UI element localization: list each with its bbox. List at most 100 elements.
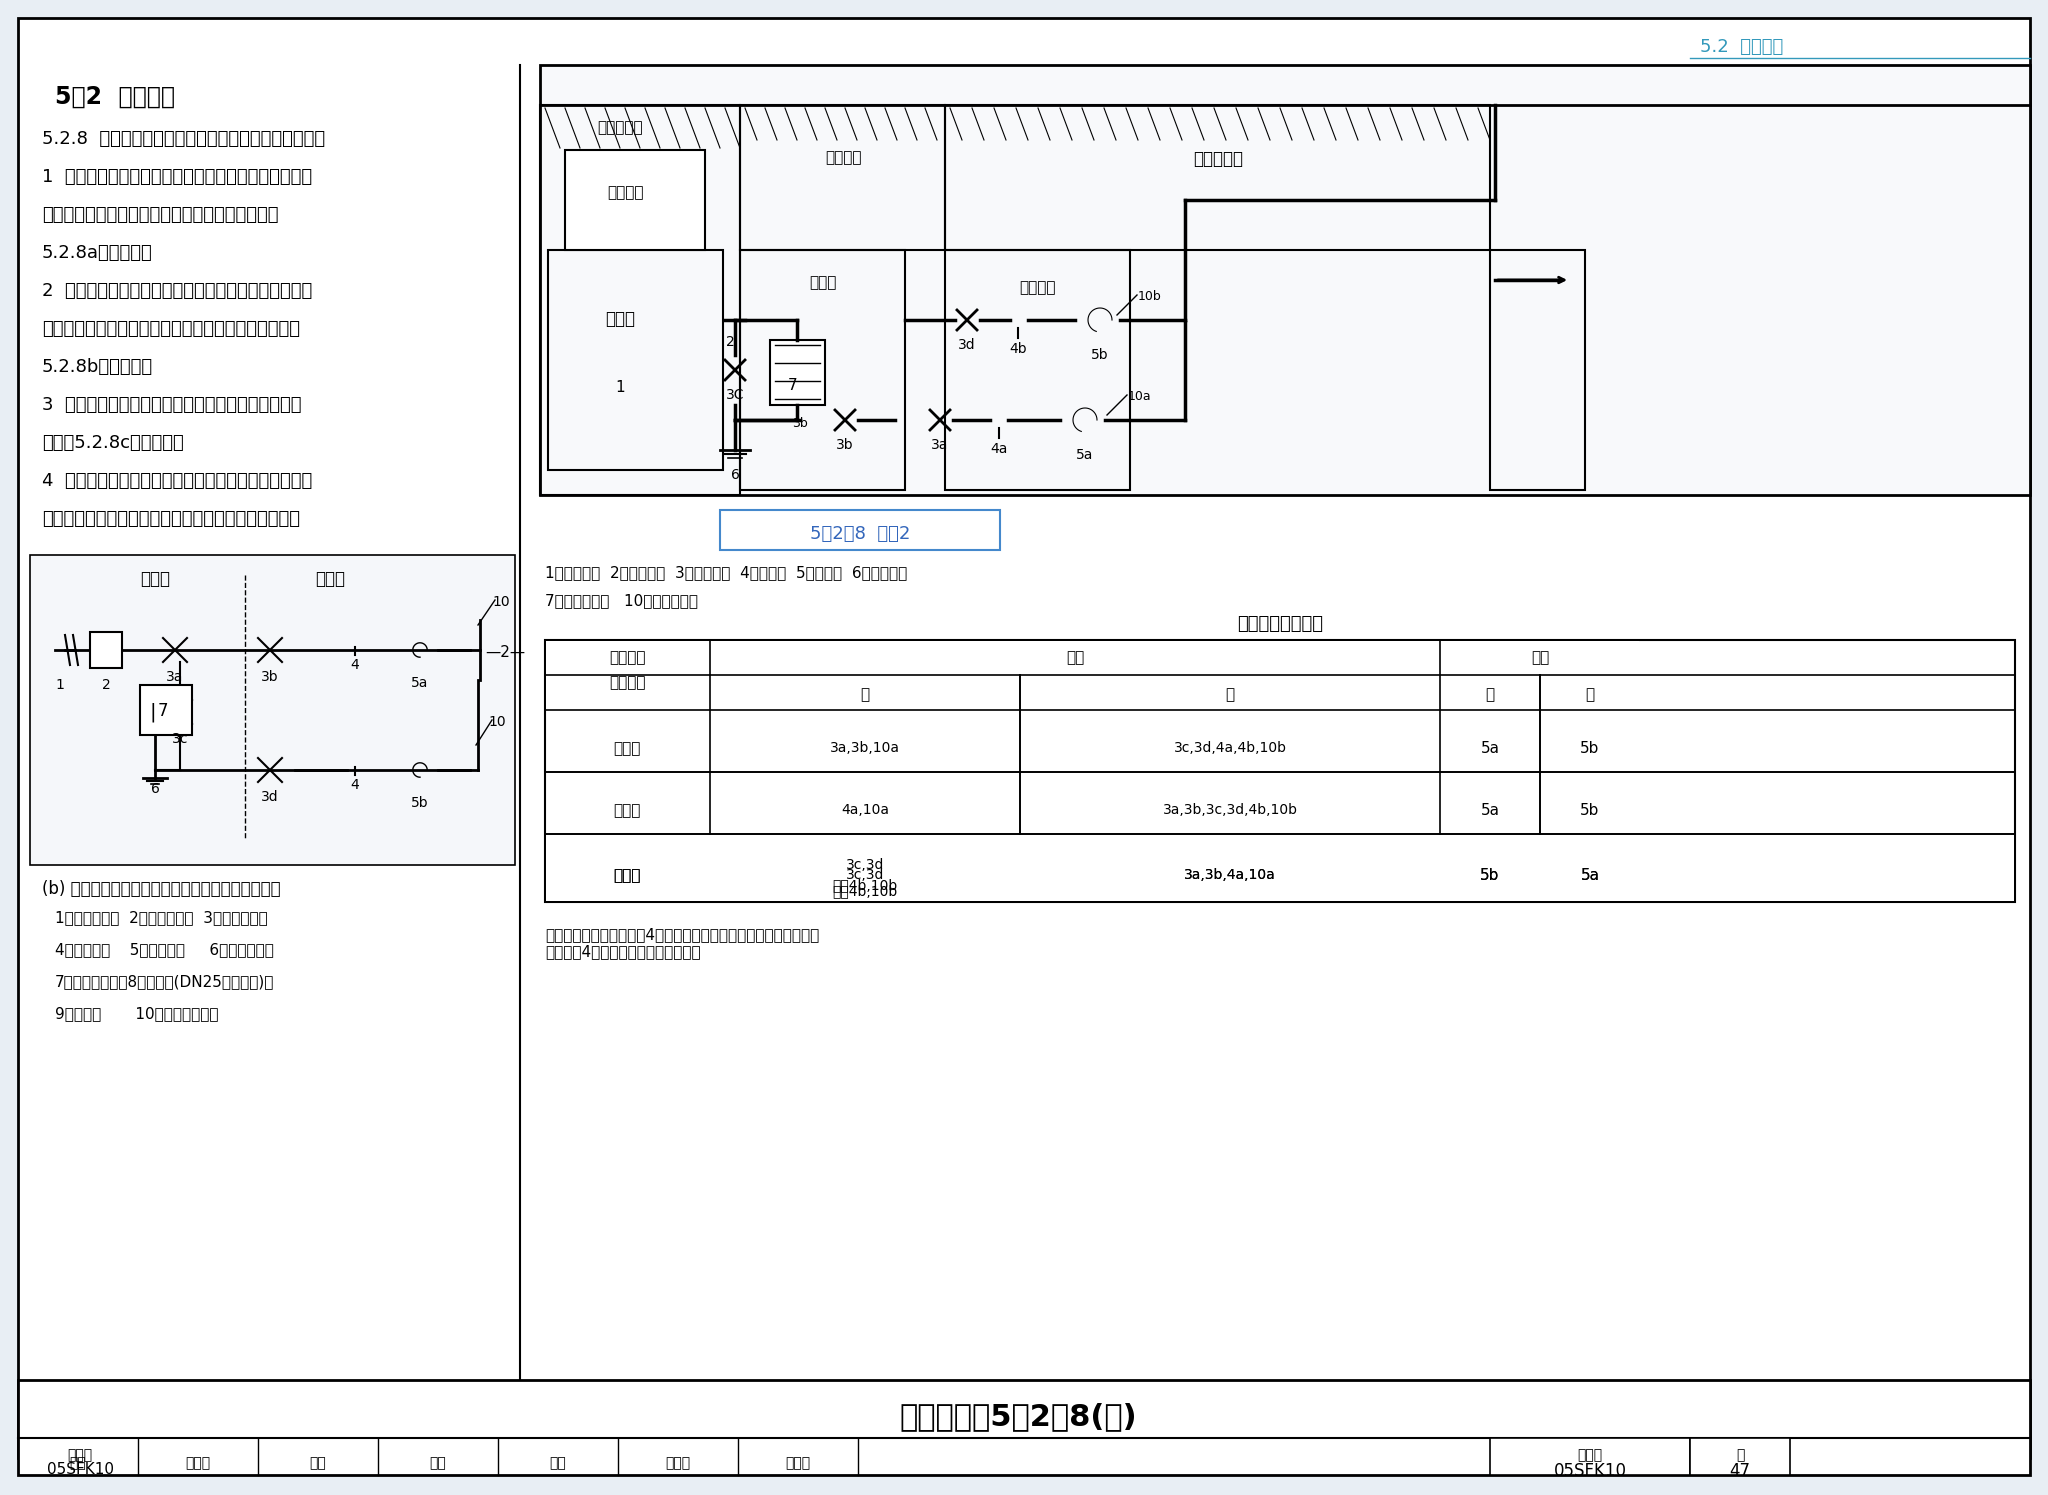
Bar [549,250,723,469]
Text: 1－消波设施  2－粗过滤器  3－密闭阀门  4－插板阀  5－通风机  6－换气堵头: 1－消波设施 2－粗过滤器 3－密闭阀门 4－插板阀 5－通风机 6－换气堵头 [545,565,907,580]
Text: 3  设有清洁、隔绝两种防护通风方式，进风系统应按: 3 设有清洁、隔绝两种防护通风方式，进风系统应按 [43,396,301,414]
Text: 进风机室: 进风机室 [1020,280,1057,295]
Text: 开: 开 [860,688,870,703]
Text: 10: 10 [487,715,506,730]
Text: 9－球阀；       10－风量调节阀；: 9－球阀； 10－风量调节阀； [55,1006,219,1021]
Text: 马吉民: 马吉民 [666,1456,690,1470]
Bar [565,150,705,250]
Text: 7－过滤吸收器   10－风量调节阀: 7－过滤吸收器 10－风量调节阀 [545,594,698,608]
Text: 10b: 10b [1139,290,1161,303]
Text: 滤毒式: 滤毒式 [612,869,641,884]
Text: 防毒通道: 防毒通道 [825,150,862,164]
Bar [739,250,905,490]
Text: 3b: 3b [793,417,807,431]
Text: 清洁式: 清洁式 [612,742,641,756]
Text: 5.2.8b进行设计；: 5.2.8b进行设计； [43,357,154,377]
Bar [346,637,362,647]
Bar [258,638,283,662]
Text: 5b: 5b [1581,803,1599,818]
Bar [725,360,745,380]
Bar [346,756,362,767]
Text: 4b: 4b [1010,342,1026,356]
Text: 染毒区: 染毒区 [139,570,170,588]
Text: 4－插板阀；    5－通风机；     6－换气堵头；: 4－插板阀； 5－通风机； 6－换气堵头； [55,942,274,957]
Text: 3d: 3d [262,789,279,804]
Bar [944,250,1130,490]
Text: 阀门: 阀门 [1065,650,1083,665]
Text: 5a: 5a [412,676,428,691]
Text: 5b: 5b [1481,869,1499,884]
Text: 清洁区: 清洁区 [315,570,344,588]
Text: 设计: 设计 [549,1456,567,1470]
Text: 5b: 5b [1581,742,1599,756]
Text: 审核: 审核 [70,1456,86,1470]
Text: 5b: 5b [1481,869,1499,884]
Bar [836,410,854,431]
Text: 5a: 5a [1481,742,1499,756]
Text: 进风量不超过该管路上设置的过滤吸收器的额定风量。: 进风量不超过该管路上设置的过滤吸收器的额定风量。 [43,510,299,528]
Text: (b) 清洁通风与滤毒通风分别设置通风机的进风系统: (b) 清洁通风与滤毒通风分别设置通风机的进风系统 [43,881,281,898]
Text: 隔绝式: 隔绝式 [612,803,641,818]
Bar [770,339,825,405]
Text: 5.2.8  防空地下室的战时进风系统，应符合下列要求：: 5.2.8 防空地下室的战时进风系统，应符合下列要求： [43,130,326,148]
Bar [547,641,709,709]
Text: 05SFK10: 05SFK10 [1554,1462,1626,1480]
Text: 通风方式: 通风方式 [608,676,645,691]
Text: 防护通风－5．2．8(续): 防护通风－5．2．8(续) [899,1402,1137,1431]
Bar [168,700,193,724]
Bar [956,309,977,330]
Text: 图集号: 图集号 [1577,1449,1604,1462]
Text: 3b: 3b [836,438,854,451]
Text: 4a: 4a [991,443,1008,456]
Bar [1491,250,1585,490]
Text: 进风竖井: 进风竖井 [606,185,643,200]
Text: 1  设有清洁、滤毒、隔绝三种防护通风方式，且清洁进: 1 设有清洁、滤毒、隔绝三种防护通风方式，且清洁进 [43,167,311,185]
Text: 6: 6 [152,782,160,795]
Text: 3d: 3d [958,338,975,351]
Text: 3c,3d: 3c,3d [846,858,885,872]
Text: 3a,3b,4a,10a: 3a,3b,4a,10a [1184,869,1276,882]
Text: 通风方式: 通风方式 [608,650,645,665]
Bar [90,632,123,668]
Bar [739,105,944,250]
Text: 原理图5.2.8c进行设计；: 原理图5.2.8c进行设计； [43,434,184,451]
Text: 4: 4 [350,658,358,671]
Bar [545,640,2015,901]
Text: 5b: 5b [412,795,428,810]
Text: 5a: 5a [1581,869,1599,884]
Text: 图集号: 图集号 [68,1449,92,1462]
Bar [721,510,999,550]
Text: 2  设有清洁、滤毒、隔绝三种防护通风方式，且清洁进: 2 设有清洁、滤毒、隔绝三种防护通风方式，且清洁进 [43,283,311,300]
Text: 5.2  防护通风: 5.2 防护通风 [1700,37,1784,55]
Bar [930,410,950,431]
Text: 关: 关 [1585,688,1595,703]
Text: 4: 4 [350,777,358,792]
Text: 滤毒式: 滤毒式 [612,869,641,884]
Bar [711,641,1440,674]
Circle shape [1079,300,1120,339]
Text: 47: 47 [1729,1462,1751,1480]
Text: 3a,3b,10a: 3a,3b,10a [829,742,899,755]
Text: 10: 10 [492,595,510,608]
Text: 尧勇: 尧勇 [430,1456,446,1470]
Text: 05SFK10: 05SFK10 [47,1462,113,1477]
Text: 3b: 3b [262,670,279,685]
Text: 3a,3b,4a,10a: 3a,3b,4a,10a [1184,869,1276,882]
Bar [18,1380,2030,1476]
Bar [989,413,1008,428]
Bar [139,685,193,736]
Text: 1: 1 [614,380,625,395]
Text: 3c,3d,4a,4b,10b: 3c,3d,4a,4b,10b [1174,742,1286,755]
Text: |: | [150,703,156,722]
Circle shape [1065,401,1106,440]
Text: 1: 1 [55,679,63,692]
Text: 页: 页 [1737,1449,1745,1462]
Text: —2—: —2— [485,644,524,659]
Bar [1010,312,1028,327]
Text: 2: 2 [102,679,111,692]
Text: 5a: 5a [1481,803,1499,818]
Text: 出入口通道: 出入口通道 [598,120,643,135]
Text: 马充民: 马充民 [786,1456,811,1470]
Text: 3c,3d
调节4b,10b: 3c,3d 调节4b,10b [831,869,897,898]
Text: 室内清洁区: 室内清洁区 [1194,150,1243,167]
